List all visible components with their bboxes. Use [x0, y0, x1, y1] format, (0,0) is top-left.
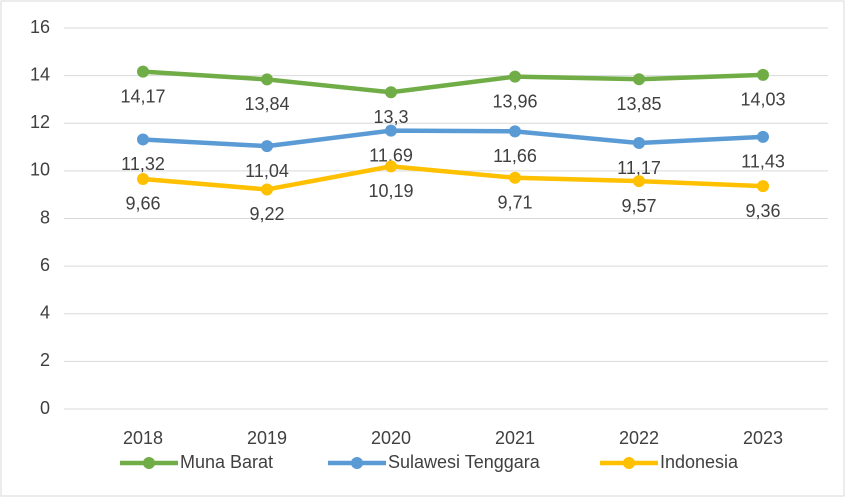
legend-label: Muna Barat [180, 452, 273, 472]
data-point [261, 73, 273, 86]
data-point [385, 86, 397, 99]
data-point [757, 180, 769, 193]
y-tick-label: 4 [40, 303, 50, 323]
data-point [757, 68, 769, 81]
data-point [137, 172, 149, 185]
data-label: 13,96 [492, 91, 537, 111]
y-tick-label: 6 [40, 255, 50, 275]
data-point [385, 124, 397, 137]
series-line [142, 164, 764, 192]
series-line [142, 69, 764, 95]
data-point [137, 65, 149, 78]
data-label: 11,32 [121, 154, 165, 174]
data-label: 11,66 [493, 146, 537, 166]
y-tick-label: 14 [30, 64, 50, 84]
x-tick-label: 2018 [123, 428, 163, 448]
data-label: 14,03 [740, 90, 785, 110]
x-tick-label: 2020 [371, 428, 411, 448]
y-tick-label: 16 [30, 17, 50, 37]
data-point [509, 171, 521, 184]
y-tick-label: 10 [30, 160, 50, 180]
data-point [385, 160, 397, 173]
y-tick-label: 2 [40, 350, 50, 370]
data-label: 9,71 [497, 193, 532, 213]
data-label: 13,84 [244, 94, 289, 114]
data-label: 9,22 [249, 204, 284, 224]
data-point [509, 125, 521, 138]
data-point [633, 175, 645, 188]
data-point [509, 70, 521, 83]
data-label: 9,36 [745, 201, 780, 221]
data-label: 11,17 [617, 158, 661, 178]
data-label: 13,3 [373, 107, 408, 127]
data-point [633, 137, 645, 150]
legend-marker [623, 457, 635, 469]
legend-marker [143, 457, 155, 469]
data-label: 9,66 [125, 194, 160, 214]
legend-label: Sulawesi Tenggara [388, 452, 541, 472]
y-tick-label: 8 [40, 207, 50, 227]
x-tick-label: 2021 [495, 428, 535, 448]
legend-marker [351, 457, 363, 469]
data-label: 13,85 [616, 94, 661, 114]
x-tick-label: 2019 [247, 428, 287, 448]
data-label: 11,69 [369, 145, 413, 165]
data-label: 11,43 [741, 152, 785, 172]
data-label: 14,17 [120, 86, 165, 106]
data-point [137, 133, 149, 146]
data-point [757, 130, 769, 143]
data-point [633, 73, 645, 86]
y-tick-label: 12 [30, 112, 50, 132]
y-tick-label: 0 [40, 398, 50, 418]
x-tick-label: 2023 [743, 428, 783, 448]
legend-label: Indonesia [660, 452, 739, 472]
x-tick-label: 2022 [619, 428, 659, 448]
series-line [142, 128, 764, 149]
data-label: 10,19 [368, 181, 413, 201]
data-label: 11,04 [245, 161, 289, 181]
data-point [261, 183, 273, 196]
data-label: 9,57 [621, 196, 656, 216]
data-point [261, 140, 273, 153]
